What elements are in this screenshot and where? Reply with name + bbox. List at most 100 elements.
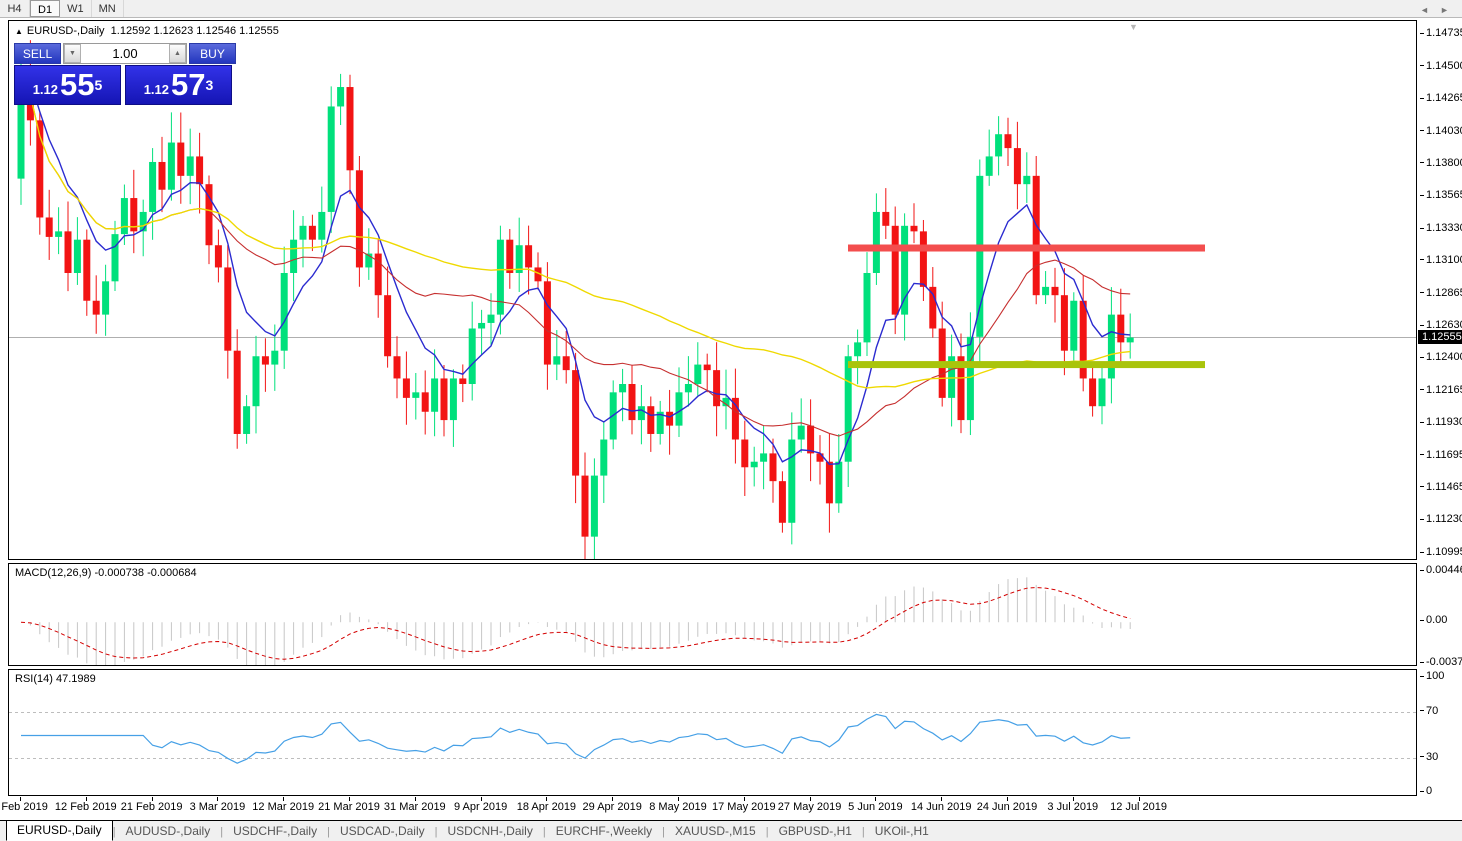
ma-55-line [20, 70, 1131, 389]
buy-price-button[interactable]: 1.12 57 3 [125, 65, 232, 105]
macd-signal-line [20, 587, 1131, 660]
candle-body [825, 461, 833, 504]
one-click-trading-panel: SELL ▼ 1.00 ▲ BUY 1.12 55 5 1.12 57 3 [14, 43, 236, 105]
candle-body [675, 392, 683, 426]
candle-body [891, 225, 899, 315]
chart-tab-usdcad[interactable]: USDCAD-,Daily [339, 824, 425, 838]
volume-decrease-button[interactable]: ▼ [64, 44, 81, 63]
sell-price-pip: 5 [94, 77, 103, 93]
candle-body [1070, 300, 1078, 351]
candle-body [271, 350, 279, 365]
candle-body [102, 281, 110, 315]
tab-scroll-left-icon[interactable]: ◄ [1420, 5, 1429, 15]
current-price-tag: 1.12555 [1418, 329, 1462, 344]
date-axis-tick [809, 797, 811, 801]
candlestick-chart[interactable] [9, 21, 1416, 559]
candle-body [769, 453, 777, 482]
candle-body [628, 384, 636, 421]
chart-tab-gbpusd[interactable]: GBPUSD-,H1 [778, 824, 852, 838]
price-axis-tick: 1.14735 [1420, 27, 1462, 39]
chart-tab-usdcnh[interactable]: USDCNH-,Daily [447, 824, 533, 838]
candle-body [1032, 175, 1040, 296]
candle-body [449, 378, 457, 421]
sell-price-main: 55 [60, 67, 95, 102]
candle-body [713, 370, 721, 407]
chart-tab-eurchf[interactable]: EURCHF-,Weekly [555, 824, 653, 838]
candle-body [478, 322, 486, 329]
candle-body [186, 156, 194, 176]
candle-body [1013, 148, 1021, 185]
candle-body [872, 211, 880, 273]
chart-tab-usdchf[interactable]: USDCHF-,Daily [233, 824, 318, 838]
candle-body [412, 392, 420, 398]
candle-body [966, 336, 974, 421]
resistance-hline[interactable] [848, 244, 1205, 252]
candle-body [995, 134, 1003, 157]
candle-body [55, 231, 63, 237]
price-axis-tick: 1.10995 [1420, 546, 1462, 558]
candle-body [45, 217, 53, 237]
sell-price-button[interactable]: 1.12 55 5 [14, 65, 121, 105]
candle-body [92, 300, 100, 315]
candle-body [901, 225, 909, 315]
timeframe-button-h4[interactable]: H4 [0, 0, 30, 17]
tab-separator: | [434, 826, 438, 838]
candle-body [1042, 286, 1050, 296]
price-axis-tick: 1.13330 [1420, 222, 1462, 234]
candle-body [750, 461, 758, 468]
candle-body [760, 453, 768, 462]
timeframe-button-d1[interactable]: D1 [30, 0, 61, 17]
tab-scroll-right-icon[interactable]: ► [1440, 5, 1449, 15]
candle-body [167, 142, 175, 190]
support-hline[interactable] [848, 361, 1205, 369]
rsi-panel[interactable]: RSI(14) 47.1989 [8, 669, 1417, 796]
date-axis-tick [414, 797, 416, 801]
candle-body [355, 170, 363, 268]
candle-body [487, 314, 495, 323]
candle-body [637, 406, 645, 421]
candle-body [731, 397, 739, 440]
macd-panel[interactable]: MACD(12,26,9) -0.000738 -0.000684 [8, 563, 1417, 666]
chart-tab-xauusd[interactable]: XAUUSD-,M15 [675, 824, 756, 838]
candle-body [384, 295, 392, 357]
candle-body [337, 87, 345, 107]
rsi-axis-tick: 30 [1420, 751, 1438, 763]
candle-body [158, 161, 166, 190]
chart-ohlc-values: 1.12592 1.12623 1.12546 1.12555 [110, 25, 279, 37]
date-axis-tick [349, 797, 350, 801]
price-axis-tick: 1.13565 [1420, 189, 1462, 201]
main-chart-panel[interactable]: ▲ EURUSD-,Daily 1.12592 1.12623 1.12546 1… [8, 20, 1417, 560]
date-axis-tick [678, 797, 679, 801]
rsi-chart [9, 712, 1416, 764]
timeframe-button-mn[interactable]: MN [92, 0, 124, 17]
candle-body [214, 245, 222, 268]
date-axis-label: 12 Feb 2019 [54, 801, 117, 813]
timeframe-button-w1[interactable]: W1 [60, 0, 92, 17]
date-axis-tick [1138, 797, 1140, 801]
candle-body [440, 378, 448, 421]
chart-tab-ukoil[interactable]: UKOil-,H1 [874, 824, 929, 838]
chevron-up-icon: ▲ [174, 50, 181, 57]
volume-input[interactable]: 1.00 [81, 44, 169, 63]
date-axis-tick [217, 797, 219, 801]
candle-body [73, 239, 81, 273]
candle-body [299, 225, 307, 240]
price-axis-tick: 1.11930 [1420, 416, 1462, 428]
date-axis-label: 18 Apr 2019 [516, 801, 577, 813]
chart-shift-marker-icon[interactable]: ▼ [1129, 22, 1138, 32]
buy-button[interactable]: BUY [189, 43, 236, 64]
macd-axis-tick: -0.003715 [1420, 656, 1462, 668]
chart-tab-audusd[interactable]: AUDUSD-,Daily [125, 824, 211, 838]
macd-label: MACD(12,26,9) -0.000738 -0.000684 [15, 567, 197, 579]
sell-button[interactable]: SELL [14, 43, 61, 64]
rsi-axis-tick: 100 [1420, 670, 1444, 682]
volume-increase-button[interactable]: ▲ [169, 44, 186, 63]
date-axis-label: 21 Feb 2019 [120, 801, 183, 813]
macd-chart [20, 577, 1131, 665]
candle-body [280, 272, 288, 351]
tab-separator: | [765, 826, 769, 838]
date-axis-tick [151, 797, 153, 801]
chart-tab-eurusd[interactable]: EURUSD-,Daily [6, 820, 113, 841]
